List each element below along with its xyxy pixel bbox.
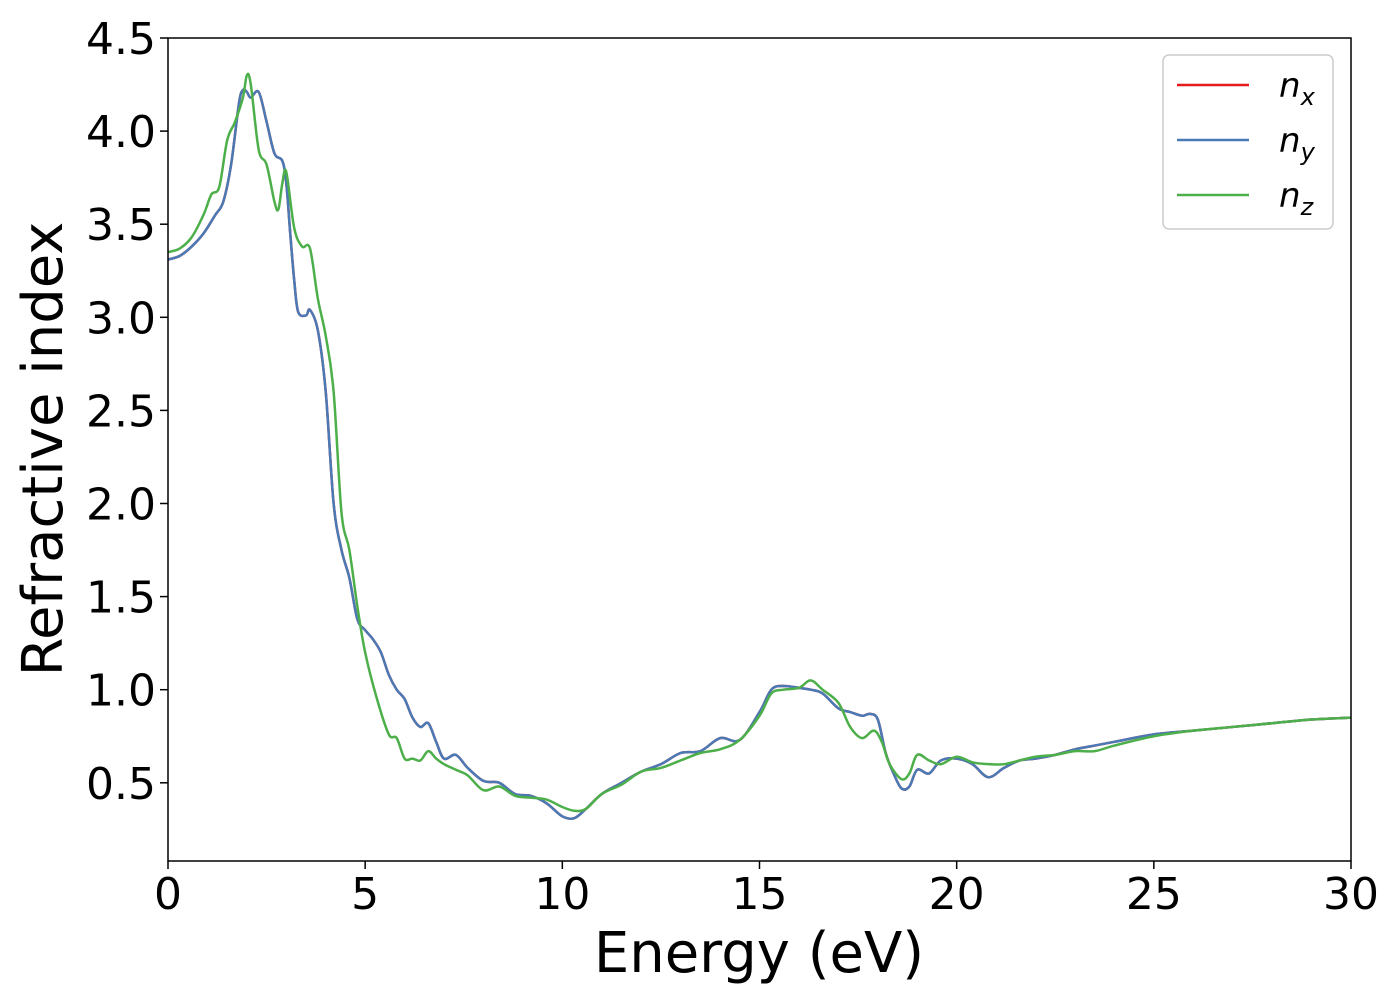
x-axis: 0 5 10 15 20 25 30 <box>154 861 1379 920</box>
legend-label: nz <box>1279 176 1315 221</box>
y-tick-label: 1.5 <box>86 573 156 624</box>
y-tick-label: 3.5 <box>86 200 156 251</box>
y-tick-label: 1.0 <box>86 666 156 717</box>
x-tick-label: 30 <box>1323 869 1379 920</box>
legend-label: nx <box>1279 66 1316 111</box>
x-axis-title: Energy (eV) <box>594 921 924 986</box>
x-tick-label: 15 <box>732 869 788 920</box>
x-tick-label: 0 <box>154 869 182 920</box>
y-axis: 0.5 1.0 1.5 2.0 2.5 3.0 3.5 4.0 4.5 <box>86 14 168 810</box>
legend-entry-n-x: nx <box>1177 66 1316 111</box>
x-tick-label: 25 <box>1126 869 1182 920</box>
y-axis-title: Refractive index <box>11 222 76 677</box>
x-tick-label: 5 <box>351 869 379 920</box>
y-tick-label: 0.5 <box>86 759 156 810</box>
legend-label: ny <box>1279 121 1316 166</box>
legend-entry-n-y: ny <box>1177 121 1316 166</box>
y-tick-label: 2.0 <box>86 479 156 530</box>
legend-box <box>1162 54 1334 230</box>
y-tick-label: 3.0 <box>86 293 156 344</box>
legend-entry-n-z: nz <box>1177 176 1315 221</box>
y-tick-label: 4.0 <box>86 107 156 158</box>
series-line-n-y <box>168 88 1351 821</box>
x-tick-label: 10 <box>534 869 590 920</box>
series-layer <box>168 72 1351 821</box>
y-tick-label: 2.5 <box>86 386 156 437</box>
series-line-n-z <box>168 72 1351 813</box>
legend: nx ny nz <box>1162 54 1334 230</box>
x-tick-label: 20 <box>929 869 985 920</box>
y-tick-label: 4.5 <box>86 14 156 65</box>
